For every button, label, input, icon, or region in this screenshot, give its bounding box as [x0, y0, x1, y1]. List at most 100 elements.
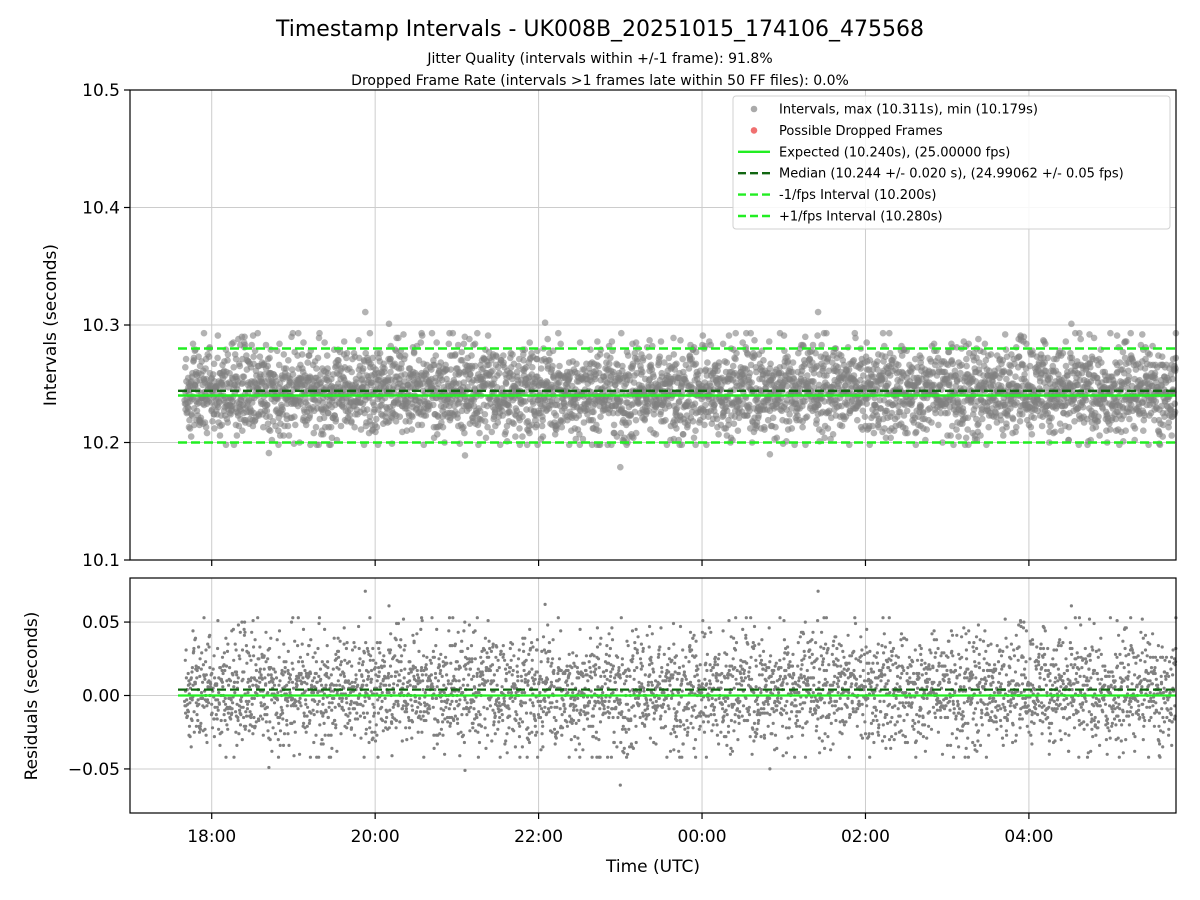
residual-point — [226, 642, 230, 646]
interval-point — [292, 421, 299, 429]
interval-point — [285, 357, 292, 364]
residual-point — [314, 733, 318, 737]
interval-point — [947, 432, 954, 439]
residual-point — [228, 666, 232, 670]
residual-point — [208, 666, 212, 670]
interval-point — [458, 357, 466, 364]
interval-point — [702, 401, 709, 409]
residual-point — [231, 701, 235, 705]
interval-point — [276, 340, 283, 348]
residual-point — [190, 670, 194, 674]
interval-point — [323, 352, 331, 359]
residual-point — [264, 682, 268, 686]
residual-point — [273, 670, 277, 674]
interval-point — [732, 329, 739, 337]
residual-point — [236, 718, 240, 723]
interval-point — [376, 349, 384, 357]
residual-point — [197, 645, 201, 649]
residual-point — [302, 721, 306, 726]
interval-point — [641, 416, 648, 424]
interval-point — [461, 429, 468, 437]
interval-point — [593, 421, 600, 429]
residual-point — [349, 699, 353, 704]
residual-point — [327, 676, 331, 680]
residual-point — [277, 629, 282, 633]
interval-point — [632, 339, 640, 346]
residual-point — [320, 683, 324, 687]
interval-point — [505, 402, 513, 410]
interval-point — [917, 402, 925, 410]
interval-point — [428, 329, 436, 337]
residual-point — [190, 666, 194, 670]
residual-point — [249, 679, 253, 683]
residual-point — [334, 726, 338, 730]
interval-point — [810, 378, 817, 385]
interval-point — [1076, 329, 1083, 337]
interval-point — [387, 368, 394, 376]
interval-point — [1038, 422, 1046, 430]
interval-point — [1116, 359, 1124, 366]
interval-point — [760, 357, 767, 364]
interval-point — [673, 360, 680, 368]
residual-point — [285, 683, 289, 687]
residual-point — [193, 636, 198, 640]
interval-point — [182, 364, 189, 371]
interval-point — [747, 329, 754, 337]
chart-legend: Intervals, max (10.311s), min (10.179s)P… — [732, 95, 1171, 230]
residual-point — [201, 663, 205, 667]
interval-point — [460, 340, 468, 348]
interval-point — [814, 332, 821, 339]
interval-point — [850, 357, 858, 364]
residual-point — [224, 636, 228, 640]
residual-point — [272, 701, 277, 705]
residual-point — [283, 670, 287, 674]
interval-point — [670, 351, 678, 358]
residual-point — [304, 698, 308, 702]
residual-point — [317, 674, 321, 679]
residual-point — [224, 664, 229, 668]
interval-point — [327, 423, 335, 431]
residual-point — [337, 655, 341, 659]
residual-point — [221, 671, 225, 676]
residual-point — [251, 732, 255, 736]
residual-point — [210, 671, 214, 676]
interval-point — [573, 360, 580, 368]
interval-point — [1082, 354, 1089, 362]
residual-point — [245, 714, 249, 718]
intervals-panel: 10.110.210.310.410.5 Intervals (seconds)… — [41, 81, 1180, 571]
interval-point — [211, 425, 218, 432]
residual-point — [278, 679, 282, 683]
residual-point — [229, 698, 233, 702]
residual-point — [255, 679, 259, 683]
residual-point — [246, 680, 250, 684]
residual-point — [292, 754, 296, 758]
residual-point — [223, 718, 227, 723]
interval-point — [280, 351, 288, 358]
residual-point — [220, 730, 224, 734]
legend-label: +1/fps Interval (10.280s) — [779, 210, 943, 225]
interval-point — [859, 407, 867, 415]
residual-point — [349, 702, 353, 706]
residual-point — [342, 671, 346, 676]
residual-point — [217, 702, 221, 706]
residual-point — [339, 660, 343, 664]
interval-point — [526, 339, 533, 346]
residual-point — [286, 732, 290, 736]
interval-point — [1165, 419, 1173, 426]
residual-point — [233, 642, 237, 646]
interval-point — [1098, 359, 1105, 366]
interval-point — [474, 329, 481, 337]
residual-point — [219, 718, 223, 723]
residual-point — [321, 702, 325, 706]
residual-point — [266, 657, 270, 661]
residual-point — [264, 660, 268, 664]
residual-point — [318, 667, 323, 671]
interval-point — [898, 352, 906, 359]
chart-subtitle-jitter: Jitter Quality (intervals within +/-1 fr… — [426, 51, 772, 67]
residual-point — [346, 714, 350, 718]
residual-point — [323, 627, 327, 632]
residual-point — [198, 724, 202, 728]
interval-point — [767, 360, 774, 368]
interval-point — [1009, 415, 1017, 423]
